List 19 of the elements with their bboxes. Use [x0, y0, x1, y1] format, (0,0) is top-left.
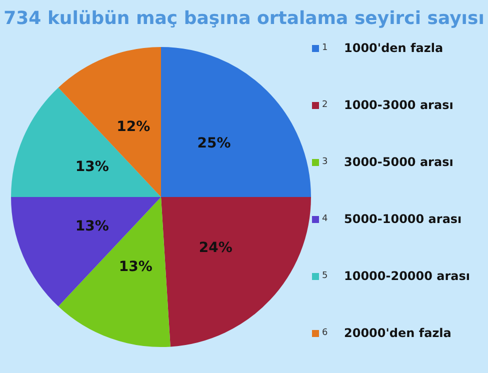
legend-label: 1000-3000 arası	[344, 98, 454, 112]
data-label: 12%	[116, 118, 150, 135]
data-label: 25%	[197, 136, 231, 152]
legend-label: 10000-20000 arası	[344, 269, 470, 283]
text: 3	[322, 157, 329, 167]
data-label: 13%	[118, 259, 152, 276]
text: 6	[322, 328, 329, 338]
text: 1	[322, 43, 329, 53]
data-label: 13%	[75, 158, 109, 175]
legend-label: 5000-10000 arası	[344, 212, 462, 226]
legend-label: 20000'den fazla	[344, 326, 452, 340]
data-label: 13%	[75, 218, 109, 234]
text: 4	[322, 214, 329, 224]
text: 2	[322, 100, 329, 110]
text: 5	[322, 271, 329, 281]
legend-label: 1000'den fazla	[344, 41, 444, 55]
data-label: 24%	[198, 240, 232, 256]
chart-title: 734 kulübün maç başına ortalama seyirci sayısı	[2, 8, 486, 29]
legend-label: 3000-5000 arası	[344, 155, 454, 169]
